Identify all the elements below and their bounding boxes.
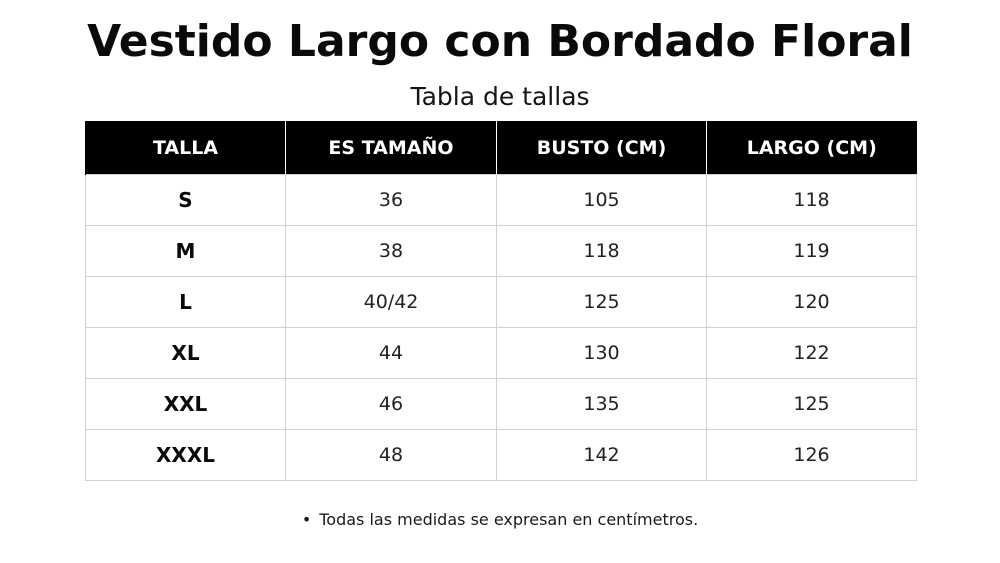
length-cell: 126 xyxy=(706,429,917,481)
es-size-cell: 44 xyxy=(285,327,497,379)
page-title: Vestido Largo con Bordado Floral xyxy=(87,16,913,67)
table-row: M 38 118 119 xyxy=(85,225,917,277)
table-row: XL 44 130 122 xyxy=(85,327,917,379)
length-cell: 118 xyxy=(706,174,917,226)
bust-cell: 118 xyxy=(496,225,707,277)
size-chart-table: TALLA ES TAMAÑO BUSTO (CM) LARGO (CM) S … xyxy=(85,121,917,481)
size-cell: XXL xyxy=(85,378,286,430)
size-cell: S xyxy=(85,174,286,226)
bust-cell: 130 xyxy=(496,327,707,379)
size-cell: XXXL xyxy=(85,429,286,481)
es-size-cell: 40/42 xyxy=(285,276,497,328)
footnote-text: Todas las medidas se expresan en centíme… xyxy=(319,510,699,529)
length-cell: 122 xyxy=(706,327,917,379)
table-row: S 36 105 118 xyxy=(85,174,917,226)
es-size-cell: 48 xyxy=(285,429,497,481)
size-cell: M xyxy=(85,225,286,277)
table-row: XXXL 48 142 126 xyxy=(85,429,917,481)
size-cell: L xyxy=(85,276,286,328)
length-cell: 119 xyxy=(706,225,917,277)
length-cell: 120 xyxy=(706,276,917,328)
es-size-cell: 36 xyxy=(285,174,497,226)
length-cell: 125 xyxy=(706,378,917,430)
size-cell: XL xyxy=(85,327,286,379)
table-row: L 40/42 125 120 xyxy=(85,276,917,328)
column-header-busto: BUSTO (CM) xyxy=(496,121,707,175)
bust-cell: 105 xyxy=(496,174,707,226)
bullet-icon: • xyxy=(301,510,312,529)
column-header-largo: LARGO (CM) xyxy=(706,121,917,175)
bust-cell: 135 xyxy=(496,378,707,430)
footnote: • Todas las medidas se expresan en centím… xyxy=(0,508,1000,532)
es-size-cell: 38 xyxy=(285,225,497,277)
bust-cell: 142 xyxy=(496,429,707,481)
bust-cell: 125 xyxy=(496,276,707,328)
es-size-cell: 46 xyxy=(285,378,497,430)
table-row: XXL 46 135 125 xyxy=(85,378,917,430)
table-header-row: TALLA ES TAMAÑO BUSTO (CM) LARGO (CM) xyxy=(85,121,917,175)
column-header-talla: TALLA xyxy=(85,121,286,175)
page-subtitle: Tabla de tallas xyxy=(410,82,590,111)
column-header-es-tamano: ES TAMAÑO xyxy=(285,121,497,175)
